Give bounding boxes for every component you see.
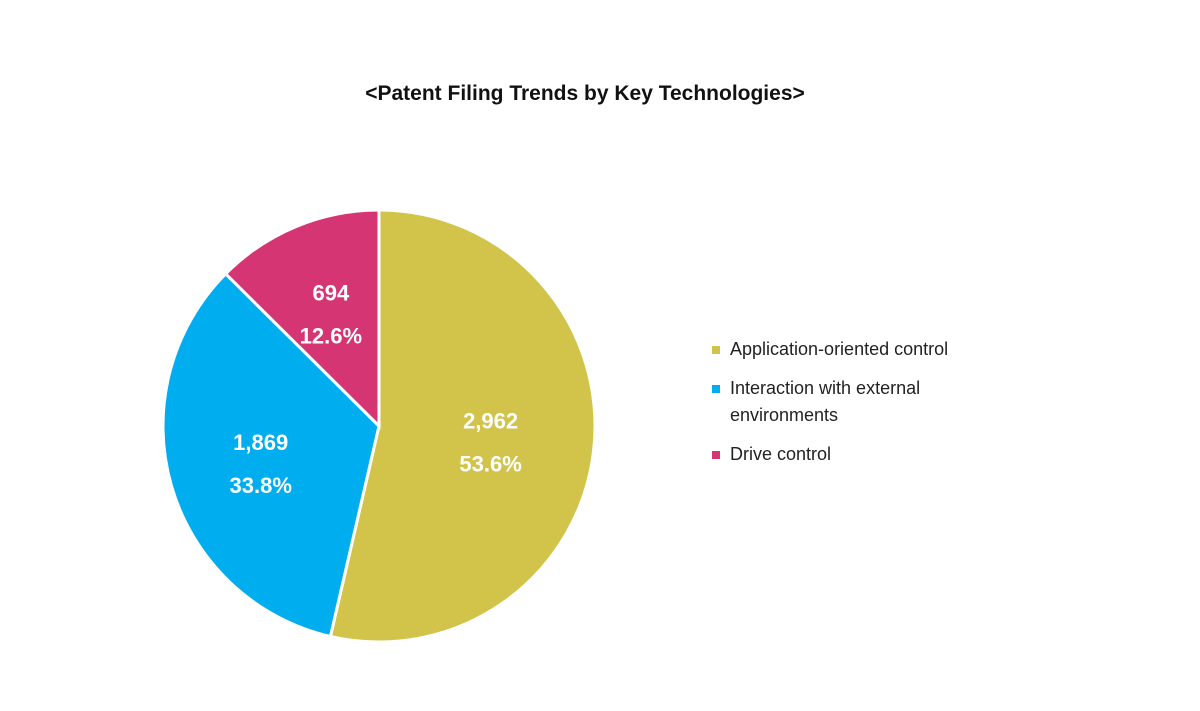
legend-swatch-drive-control	[712, 451, 720, 459]
legend-swatch-application-oriented-control	[712, 346, 720, 354]
slice-percent-label-application-oriented-control: 53.6%	[459, 452, 521, 477]
slice-percent-label-drive-control: 12.6%	[300, 323, 362, 348]
legend-item-drive-control: Drive control	[712, 441, 1012, 468]
chart-title: <Patent Filing Trends by Key Technologie…	[365, 82, 805, 105]
legend-label: Interaction with external environments	[730, 378, 921, 425]
slice-value-label-drive-control: 694	[312, 280, 349, 305]
pie-slice-application-oriented-control	[328, 208, 597, 644]
chart-legend: Application-oriented control Interaction…	[712, 336, 1012, 480]
slice-value-label-application-oriented-control: 2,962	[463, 409, 518, 434]
pie-slice-drive-control	[223, 208, 381, 430]
legend-label: Application-oriented control	[730, 339, 949, 359]
pie-slice-interaction-with-external-environments	[161, 271, 381, 639]
slice-value-label-interaction-with-external-environments: 1,869	[233, 430, 288, 455]
legend-label: Drive control	[730, 444, 832, 464]
legend-item-application-oriented-control: Application-oriented control	[712, 336, 1012, 363]
legend-swatch-interaction-with-external-environments	[712, 385, 720, 393]
slice-percent-label-interaction-with-external-environments: 33.8%	[230, 473, 292, 498]
legend-item-interaction-with-external-environments: Interaction with external environments	[712, 375, 1012, 429]
